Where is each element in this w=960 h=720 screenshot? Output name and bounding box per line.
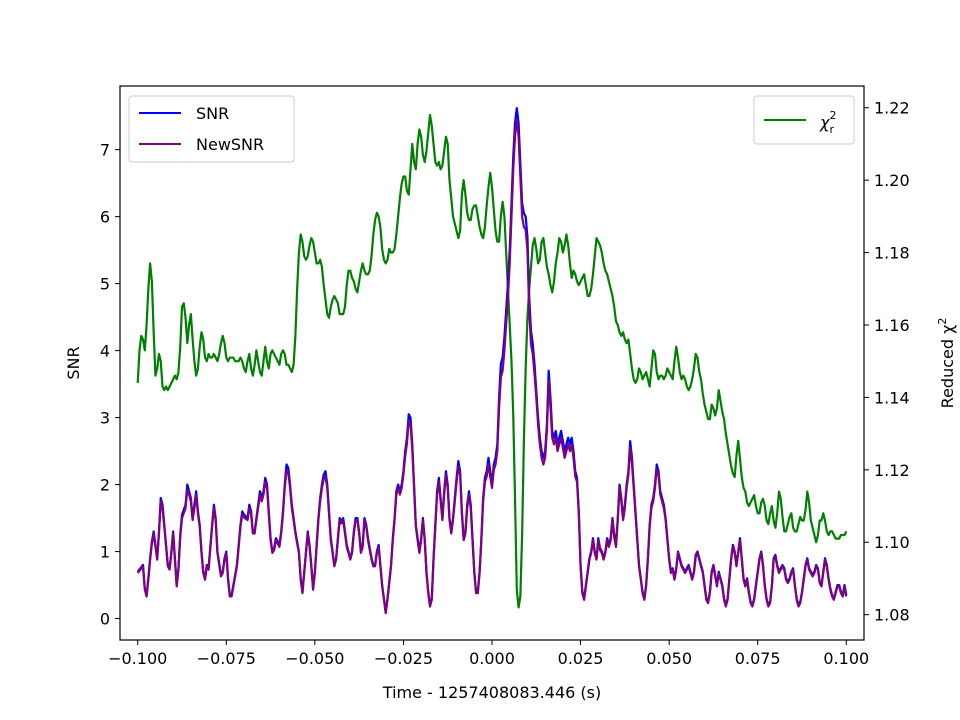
x-tick-label: 0.075 [735,649,781,668]
series-line-reduced-chi2 [136,113,848,609]
legend-chi-subscript: r [829,123,834,136]
x-tick-label: 0.050 [646,649,692,668]
legend-right: χ2 r [753,95,855,145]
y-tick-label: 4 [100,342,110,361]
y-tick-label: 3 [100,409,110,428]
x-tick-label: −0.025 [374,649,433,668]
y-axis-label: SNR [64,346,83,379]
y2-axis-label-text: Reduced χ [938,325,957,409]
x-axis: −0.100 −0.075 −0.050 −0.025 0.000 0.025 0.050 0… [108,640,869,668]
x-tick-label: −0.050 [285,649,344,668]
x-tick-label: −0.075 [197,649,256,668]
y-tick-label: 7 [100,141,110,160]
y2-tick-label: 1.12 [874,461,910,480]
y-tick-label: 2 [100,476,110,495]
y2-axis-label: Reduced χ2 [936,318,957,409]
y-tick-label: 0 [100,610,110,629]
y2-tick-label: 1.20 [874,171,910,190]
legend-label-newsnr: NewSNR [196,135,264,154]
series-line-newsnr [136,118,848,615]
y2-tick-label: 1.10 [874,533,910,552]
x-axis-label: Time - 1257408083.446 (s) [382,683,601,702]
y2-tick-label: 1.14 [874,388,910,407]
y-axis-right: 1.08 1.10 1.12 1.14 1.16 1.18 1.20 1.22 [864,99,910,625]
y2-axis-label-superscript: 2 [936,318,949,325]
legend-left: SNR NewSNR [128,95,295,163]
y-tick-label: 5 [100,275,110,294]
y-tick-label: 1 [100,543,110,562]
y2-tick-label: 1.22 [874,99,910,118]
x-tick-label: 0.000 [469,649,515,668]
x-tick-label: 0.025 [558,649,604,668]
y-tick-label: 6 [100,208,110,227]
x-tick-label: 0.100 [823,649,869,668]
y2-tick-label: 1.08 [874,606,910,625]
legend-label-chi2: χ2 r [819,109,836,136]
legend-label-snr: SNR [196,104,229,123]
legend-chi-symbol: χ [819,113,830,132]
series-layer [136,107,848,615]
legend-chi-superscript: 2 [829,109,836,122]
y2-tick-label: 1.18 [874,244,910,263]
y2-tick-label: 1.16 [874,316,910,335]
y-axis-left: 0 1 2 3 4 5 6 7 [100,141,120,629]
x-tick-label: −0.100 [108,649,167,668]
